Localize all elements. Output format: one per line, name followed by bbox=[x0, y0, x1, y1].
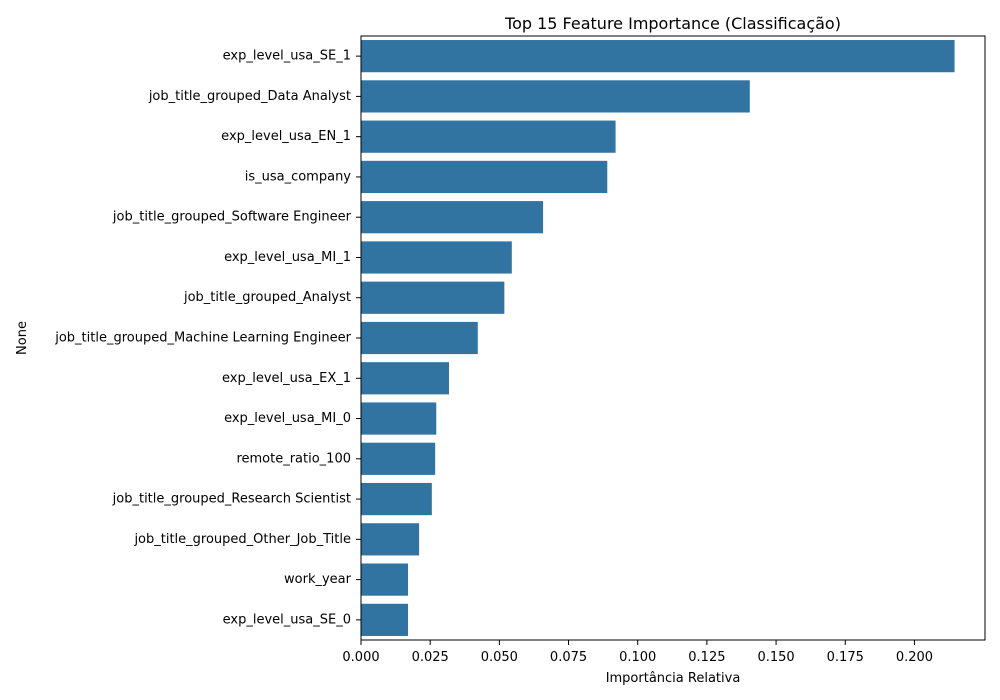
y-axis-label: None bbox=[15, 321, 30, 355]
bar bbox=[361, 160, 608, 194]
chart-title: Top 15 Feature Importance (Classificação… bbox=[504, 14, 841, 33]
y-tick-label: exp_level_usa_SE_1 bbox=[223, 49, 351, 64]
y-tick-label: exp_level_usa_EX_1 bbox=[222, 371, 351, 386]
bar bbox=[361, 321, 478, 355]
x-tick-label: 0.175 bbox=[827, 650, 864, 665]
bar bbox=[361, 523, 420, 556]
bar bbox=[361, 482, 432, 516]
y-tick-label: job_title_grouped_Other_Job_Title bbox=[133, 532, 351, 547]
bar bbox=[361, 402, 437, 435]
x-tick-labels: 0.000 0.025 0.050 0.075 0.100 0.125 0.150 0.175… bbox=[342, 640, 933, 665]
x-tick-label: 0.125 bbox=[688, 650, 725, 665]
bar bbox=[361, 442, 436, 475]
bar bbox=[361, 201, 544, 234]
bar bbox=[361, 120, 616, 153]
x-tick-label: 0.050 bbox=[481, 650, 518, 665]
x-tick-label: 0.100 bbox=[619, 650, 656, 665]
bar bbox=[361, 80, 750, 113]
bars-layer bbox=[361, 40, 955, 636]
y-tick-label: remote_ratio_100 bbox=[236, 451, 351, 466]
bar bbox=[361, 241, 512, 274]
y-tick-label: work_year bbox=[284, 572, 352, 587]
bar bbox=[361, 281, 505, 314]
x-axis-label: Importância Relativa bbox=[606, 671, 741, 686]
y-tick-label: job_title_grouped_Analyst bbox=[183, 290, 351, 305]
bar bbox=[361, 362, 449, 395]
y-tick-label: job_title_grouped_Machine Learning Engin… bbox=[54, 331, 351, 346]
x-tick-label: 0.075 bbox=[550, 650, 587, 665]
plot-area-frame bbox=[360, 35, 986, 641]
bar bbox=[361, 563, 409, 596]
y-tick-label: job_title_grouped_Research Scientist bbox=[112, 492, 351, 507]
x-tick-label: 0.025 bbox=[412, 650, 449, 665]
bar bbox=[361, 40, 955, 73]
y-tick-label: is_usa_company bbox=[245, 169, 352, 184]
y-tick-label: job_title_grouped_Software Engineer bbox=[112, 210, 352, 225]
y-tick-labels: exp_level_usa_SE_1 job_title_grouped_Data… bbox=[54, 49, 361, 627]
x-tick-label: 0.000 bbox=[342, 650, 379, 665]
x-tick-label: 0.150 bbox=[757, 650, 794, 665]
y-tick-label: exp_level_usa_EN_1 bbox=[221, 129, 351, 144]
bar bbox=[361, 603, 409, 636]
y-tick-label: job_title_grouped_Data Analyst bbox=[148, 89, 351, 104]
y-tick-label: exp_level_usa_SE_0 bbox=[223, 612, 351, 627]
y-tick-label: exp_level_usa_MI_1 bbox=[224, 250, 351, 265]
x-tick-label: 0.200 bbox=[896, 650, 933, 665]
y-tick-label: exp_level_usa_MI_0 bbox=[224, 411, 351, 426]
